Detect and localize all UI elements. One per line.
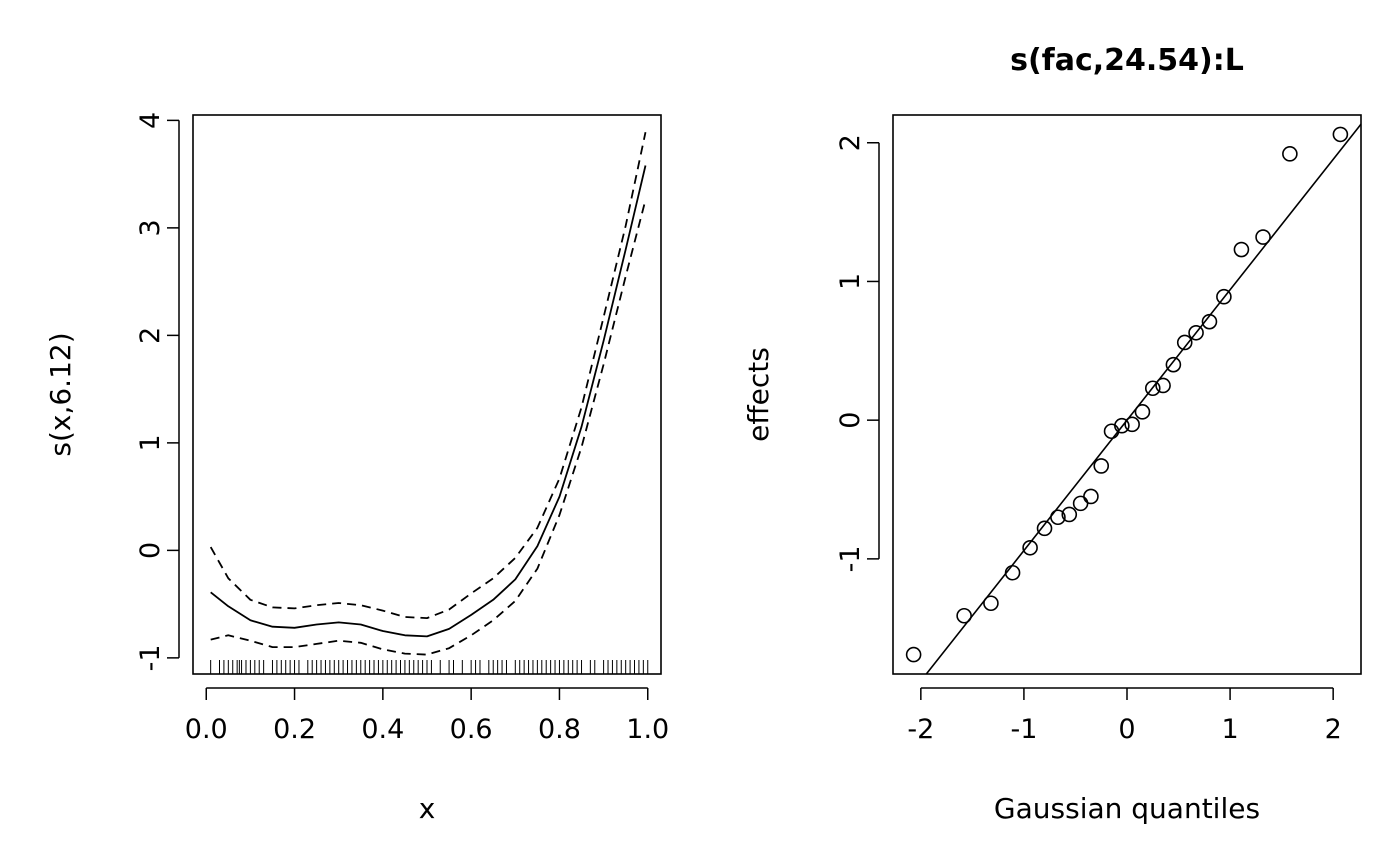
smooth-plot-x-tick-label: 0.4 [361, 714, 404, 745]
qq-plot-x-tick-label: -1 [1010, 714, 1037, 745]
smooth-plot-x-label: x [419, 792, 436, 825]
smooth-plot-y-tick-label: 3 [135, 219, 166, 236]
qq-plot-x-tick-label: -2 [907, 714, 934, 745]
qq-point [1022, 539, 1038, 556]
smooth-curves [209, 132, 647, 656]
smooth-plot-y-tick-label: 0 [135, 542, 166, 559]
smooth-plot-x-tick-label: 0.2 [273, 714, 316, 745]
smooth-plot-x-tick-label: 0.6 [450, 714, 493, 745]
qq-point [1255, 229, 1271, 245]
qq-plot-y-tick-label: -1 [835, 545, 866, 572]
smooth-plot-y-tick-label: 2 [135, 327, 166, 344]
qq-point [1083, 488, 1099, 505]
qq-plot-frame [892, 114, 1362, 675]
smooth-plot-x-axis: 0.0 0.2 0.4 0.6 0.8 1.0 [185, 687, 669, 745]
qq-point [1050, 509, 1066, 526]
qq-plot-y-tick-label: 1 [835, 273, 866, 290]
qq-plot-x-tick-label: 2 [1325, 714, 1342, 745]
confidence-band-line [210, 199, 647, 656]
qq-reference-line-group [925, 123, 1362, 675]
qq-point [1165, 356, 1182, 373]
qq-point [1093, 458, 1110, 474]
qq-point [1144, 380, 1161, 397]
qq-point [1332, 126, 1349, 143]
qq-point [1188, 324, 1204, 341]
qq-point [905, 646, 922, 663]
qq-point [1176, 334, 1193, 351]
qq-plot-title: s(fac,24.54):L [1010, 43, 1244, 78]
smooth-plot-y-axis: -1 0 1 2 3 4 [135, 112, 180, 671]
qq-point [1216, 288, 1232, 305]
qq-point [1114, 417, 1130, 434]
smooth-plot-frame [192, 114, 662, 675]
qq-points [905, 126, 1349, 663]
qq-point [1061, 506, 1078, 523]
qq-plot-y-label: effects [742, 347, 775, 442]
smooth-fit-line [210, 165, 647, 638]
smooth-plot-y-tick-label: 4 [135, 112, 166, 129]
qq-point [1036, 520, 1053, 537]
qq-point [1124, 416, 1140, 433]
qq-point [1233, 241, 1250, 258]
qq-point [1282, 146, 1298, 162]
qq-point [1072, 495, 1089, 512]
qq-plot-x-axis: -2 -1 0 1 2 [907, 687, 1342, 745]
smooth-plot-y-tick-label: -1 [135, 644, 166, 671]
qq-plot-y-axis: -1 0 1 2 [835, 134, 880, 572]
confidence-band-line [209, 132, 647, 619]
qq-point [956, 607, 972, 624]
smooth-plot-x-tick-label: 0.0 [185, 714, 228, 745]
qq-plot-y-tick-label: 0 [835, 412, 866, 429]
qq-plot-x-tick-label: 0 [1118, 714, 1135, 745]
qq-plot-panel: s(fac,24.54):L -2 -1 0 1 2 -1 0 1 2 Gaussian qu… [742, 43, 1362, 825]
qq-point [1155, 377, 1171, 394]
smooth-plot-x-tick-label: 1.0 [626, 714, 669, 745]
qq-point [1004, 564, 1021, 581]
qq-reference-line [925, 123, 1362, 675]
smooth-plot-panel: 0.0 0.2 0.4 0.6 0.8 1.0 -1 0 1 2 3 4 x s(x,6.12) [44, 112, 669, 825]
rug-marks [210, 660, 649, 674]
qq-plot-x-label: Gaussian quantiles [994, 792, 1260, 825]
smooth-plot-y-label: s(x,6.12) [44, 332, 77, 456]
smooth-plot-x-tick-label: 0.8 [538, 714, 581, 745]
smooth-plot-y-tick-label: 1 [135, 434, 166, 451]
qq-point [1201, 313, 1218, 330]
qq-point [983, 595, 999, 612]
qq-point [1134, 404, 1151, 420]
qq-plot-x-tick-label: 1 [1221, 714, 1238, 745]
qq-plot-y-tick-label: 2 [835, 134, 866, 151]
